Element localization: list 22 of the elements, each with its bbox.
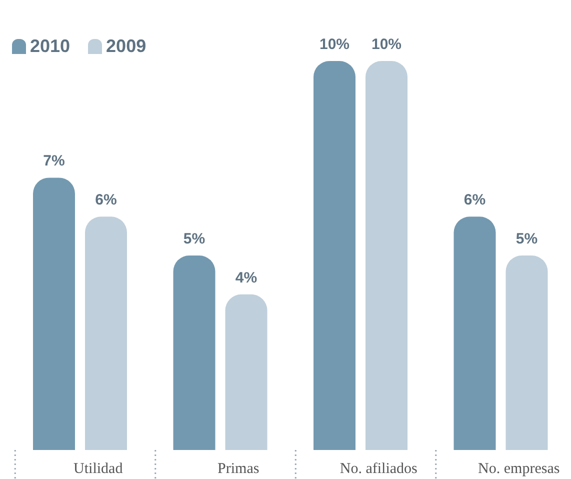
data-label: 5% — [516, 230, 538, 248]
x-tick-label: Primas — [218, 461, 260, 477]
bar — [33, 178, 75, 450]
data-label: 10% — [371, 36, 402, 53]
data-label: 6% — [95, 192, 117, 209]
x-tick-label: Utilidad — [74, 461, 124, 477]
data-label: 6% — [464, 192, 486, 209]
bar — [85, 216, 127, 450]
legend-label: 2009 — [106, 36, 146, 57]
x-tick-label: No. afiliados — [340, 461, 418, 477]
data-label: 4% — [235, 269, 258, 286]
bar — [506, 256, 548, 450]
legend-label: 2010 — [30, 36, 70, 57]
data-label: 5% — [183, 230, 206, 248]
data-label: 7% — [43, 152, 65, 170]
x-tick-label: No. empresas — [478, 461, 560, 477]
bar — [173, 256, 216, 450]
bar — [454, 216, 496, 450]
data-label: 10% — [319, 36, 350, 53]
bar — [225, 294, 268, 450]
bar — [314, 61, 356, 450]
bar — [366, 61, 408, 450]
